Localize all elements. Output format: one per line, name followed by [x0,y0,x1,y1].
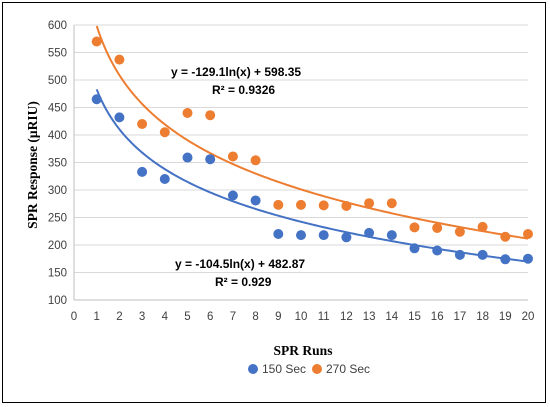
x-axis-title: SPR Runs [274,343,333,358]
data-point-270-sec [500,231,511,242]
data-point-150-sec [137,166,148,177]
x-tick-label: 14 [385,311,398,323]
data-point-150-sec [182,152,193,163]
blue-trend-equation: y = -104.5ln(x) + 482.87 [175,257,305,271]
data-point-150-sec [250,195,261,206]
legend: 150 Sec 270 Sec [248,362,370,376]
data-point-150-sec [432,245,443,256]
data-point-270-sec [477,221,488,232]
data-point-150-sec [386,230,397,241]
x-tick-label: 4 [162,311,169,323]
data-point-270-sec [159,127,170,138]
data-point-270-sec [409,222,420,233]
data-point-270-sec [250,155,261,166]
data-point-150-sec [523,253,533,264]
data-point-270-sec [341,200,352,211]
data-point-270-sec [296,199,306,210]
data-point-270-sec [432,222,443,233]
data-point-150-sec [114,112,125,123]
data-point-150-sec [500,254,511,265]
y-tick-label: 500 [48,75,67,87]
data-point-270-sec [205,110,216,121]
data-point-150-sec [409,243,420,254]
trendline-270-sec [95,25,529,240]
axes [73,25,528,301]
legend-marker-270-sec [312,364,322,374]
x-tick-label: 13 [363,311,376,323]
orange-trend-r2: R² = 0.9326 [212,83,275,97]
data-point-150-sec [91,94,102,105]
data-point-150-sec [205,154,216,165]
y-tick-label: 100 [48,295,67,307]
x-tick-label: 16 [431,311,444,323]
x-tick-label: 18 [476,311,489,323]
x-tick-label: 11 [318,311,330,323]
orange-trend-equation: y = -129.1ln(x) + 598.35 [171,65,301,79]
x-tick-label: 2 [116,311,122,323]
data-point-150-sec [227,190,238,201]
x-tick-label: 8 [252,311,258,323]
x-tick-label: 1 [93,311,99,323]
data-point-270-sec [454,226,465,237]
x-tick-label: 3 [139,311,145,323]
data-point-150-sec [341,232,352,243]
x-tick-label: 10 [295,311,308,323]
x-tick-label: 0 [71,311,77,323]
x-tick-label: 7 [230,311,236,323]
data-point-150-sec [318,230,329,241]
x-tick-label: 20 [522,311,535,323]
data-point-270-sec [227,151,238,162]
y-tick-label: 600 [48,20,67,32]
y-tick-label: 250 [48,213,67,225]
data-points [91,36,533,265]
data-point-270-sec [523,229,533,239]
x-tick-label: 15 [408,311,421,323]
data-point-150-sec [364,227,375,238]
data-point-270-sec [273,199,284,210]
legend-marker-150-sec [248,364,258,374]
x-tick-label: 9 [275,311,281,323]
data-point-270-sec [364,198,375,209]
data-point-270-sec [182,108,193,118]
data-point-270-sec [137,119,148,129]
data-point-270-sec [386,198,397,209]
x-tick-label: 12 [340,311,353,323]
data-point-270-sec [114,54,125,65]
y-tick-label: 150 [48,268,67,280]
y-tick-label: 350 [48,158,67,170]
blue-trend-r2: R² = 0.929 [215,275,272,289]
y-axis-title: SPR Response (μRIU) [25,101,40,229]
data-point-150-sec [477,249,488,260]
y-tick-label: 450 [48,103,67,115]
y-tick-label: 400 [48,130,67,142]
y-tick-label: 300 [48,185,67,197]
y-tick-label: 200 [48,240,67,252]
x-tick-label: 17 [454,311,467,323]
chart-figure: 100 150 200 250 300 350 400 450 500 550 600 0 1 2 3 4 5 6… [2,2,546,403]
legend-label-150-sec: 150 Sec [262,362,306,376]
x-tick-label: 19 [499,311,512,323]
data-point-270-sec [318,200,329,211]
data-point-150-sec [273,229,284,239]
data-point-150-sec [296,230,306,241]
data-point-270-sec [91,36,102,47]
legend-label-270-sec: 270 Sec [326,362,370,376]
x-tick-label: 5 [184,311,190,323]
data-point-150-sec [454,249,465,260]
x-tick-label: 6 [207,311,213,323]
trendlines [95,25,529,263]
y-tick-label: 550 [48,48,67,60]
data-point-150-sec [159,174,170,184]
